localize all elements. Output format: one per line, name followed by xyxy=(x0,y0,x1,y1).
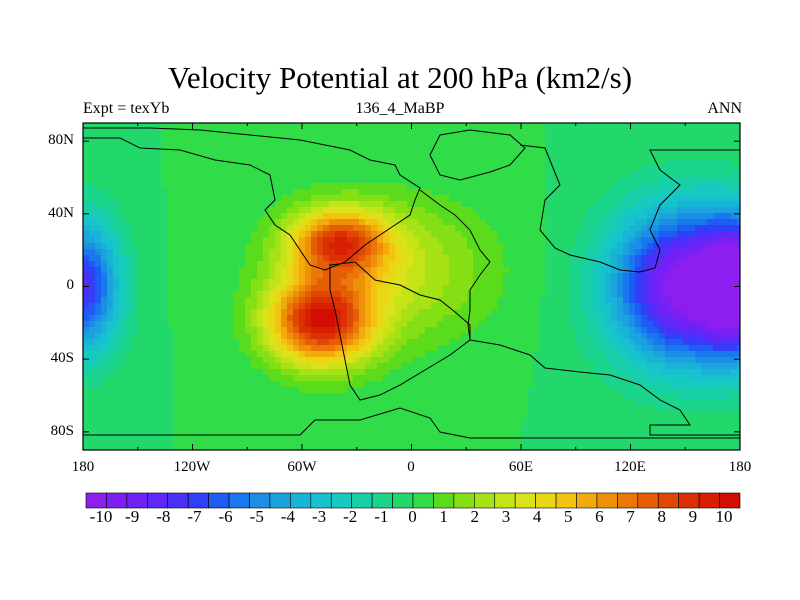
lon-tick-180w: 180 xyxy=(71,459,95,475)
colorbar-swatch xyxy=(126,492,148,509)
colorbar-swatch xyxy=(657,492,679,509)
colorbar-swatch xyxy=(249,492,271,509)
colorbar-label: -6 xyxy=(218,507,233,526)
colorbar-swatch xyxy=(453,492,475,509)
colorbar-swatch xyxy=(596,492,618,509)
experiment-label: Expt = texYb xyxy=(83,100,170,117)
colorbar-label: 0 xyxy=(408,507,417,526)
colorbar-label: 10 xyxy=(715,507,733,526)
lat-tick-40s: 40S xyxy=(50,350,74,366)
colorbar-label: 8 xyxy=(657,507,666,526)
colorbar-label: 2 xyxy=(470,507,480,526)
colorbar-swatch xyxy=(228,492,250,509)
lat-tick-0: 0 xyxy=(66,277,75,293)
lat-tick-80n: 80N xyxy=(48,132,74,148)
colorbar-label: -9 xyxy=(125,507,140,526)
colorbar-label: -8 xyxy=(156,507,171,526)
lon-tick-60e: 60E xyxy=(508,459,534,475)
colorbar-swatch xyxy=(535,492,557,509)
colorbar-swatch xyxy=(719,492,741,509)
colorbar-label: 7 xyxy=(626,507,635,526)
colorbar-swatch xyxy=(494,492,516,509)
colorbar-swatch xyxy=(412,492,434,509)
coastline-africa-eurasia xyxy=(419,189,740,436)
lon-tick-120e: 120E xyxy=(614,459,646,475)
coastlines xyxy=(83,127,740,439)
colorbar-label: 1 xyxy=(439,507,448,526)
colorbar-label: -5 xyxy=(249,507,264,526)
colorbar-swatch xyxy=(474,492,496,509)
colorbar-swatch xyxy=(617,492,639,509)
lat-tick-80s: 80S xyxy=(50,423,74,439)
lon-tick-60w: 60W xyxy=(287,459,317,475)
colorbar-swatch xyxy=(678,492,700,509)
colorbar-swatch xyxy=(371,492,393,509)
colorbar-swatch xyxy=(698,492,720,509)
colorbar-swatch xyxy=(106,492,128,509)
colorbar-swatch xyxy=(514,492,536,509)
colorbar-swatch xyxy=(208,492,230,509)
colorbar xyxy=(85,492,741,509)
colorbar-swatch xyxy=(85,492,107,509)
coastline-antarctica xyxy=(83,407,740,439)
colorbar-label: -4 xyxy=(280,507,295,526)
lat-tick-40n: 40N xyxy=(48,205,74,221)
colorbar-swatch xyxy=(310,492,332,509)
colorbar-label: 9 xyxy=(688,507,698,526)
colorbar-swatch xyxy=(555,492,577,509)
colorbar-swatch xyxy=(433,492,455,509)
coastline-asia xyxy=(519,144,740,273)
colorbar-swatch xyxy=(147,492,169,509)
plot-title: Velocity Potential at 200 hPa (km2/s) xyxy=(167,60,633,95)
colorbar-swatch xyxy=(187,492,209,509)
lon-tick-120w: 120W xyxy=(173,459,211,475)
colorbar-swatch xyxy=(576,492,598,509)
colorbar-label: -7 xyxy=(187,507,202,526)
colorbar-label: -3 xyxy=(311,507,327,526)
colorbar-swatch xyxy=(167,492,189,509)
colorbar-swatch xyxy=(290,492,312,509)
colorbar-swatch xyxy=(351,492,373,509)
colorbar-label: -10 xyxy=(89,507,113,526)
colorbar-label: -2 xyxy=(343,507,358,526)
colorbar-label: 4 xyxy=(532,507,542,526)
axis-ticks xyxy=(82,123,741,450)
colorbar-swatch xyxy=(392,492,414,509)
coastline-south-america xyxy=(329,261,471,401)
colorbar-swatch xyxy=(637,492,659,509)
case-label: 136_4_MaBP xyxy=(355,100,445,117)
coastline-north-america xyxy=(83,127,421,271)
colorbar-swatch xyxy=(330,492,352,509)
colorbar-swatch xyxy=(269,492,291,509)
season-label: ANN xyxy=(707,100,742,117)
colorbar-label: 3 xyxy=(501,507,511,526)
coastline-greenland xyxy=(429,129,526,181)
colorbar-label: 6 xyxy=(595,507,604,526)
lon-tick-0: 0 xyxy=(407,459,415,475)
colorbar-label: -1 xyxy=(374,507,389,526)
lon-tick-180e: 180 xyxy=(728,459,752,475)
contour-field xyxy=(83,123,740,450)
colorbar-label: 5 xyxy=(564,507,573,526)
